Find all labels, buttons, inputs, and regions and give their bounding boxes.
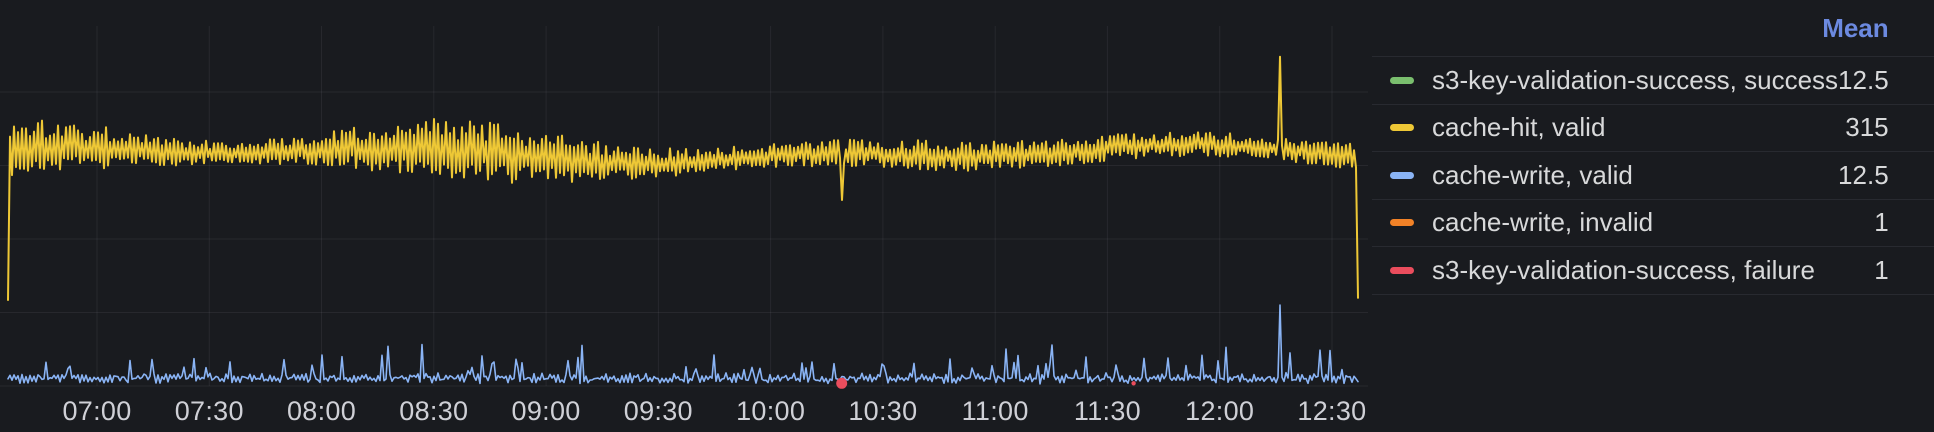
legend-item-label[interactable]: s3-key-validation-success, success <box>1432 64 1839 95</box>
legend-table: Mean s3-key-validation-success, success … <box>1372 0 1934 432</box>
legend-mean-column-header[interactable]: Mean <box>1822 12 1889 43</box>
legend-item-mean-value: 12.5 <box>1838 64 1889 95</box>
legend-item-row[interactable]: cache-hit, valid 315 <box>1372 105 1934 152</box>
legend-item-row[interactable]: s3-key-validation-success, success 12.5 <box>1372 57 1934 105</box>
series-color-swatch <box>1390 171 1414 179</box>
legend-item-row[interactable]: cache-write, invalid 1 <box>1372 200 1934 247</box>
legend-item-mean-value: 1 <box>1874 207 1889 238</box>
legend-item-mean-value: 1 <box>1874 254 1889 285</box>
series-color-swatch <box>1390 219 1414 227</box>
timeseries-svg <box>0 26 1368 389</box>
legend-item-row[interactable]: cache-write, valid 12.5 <box>1372 152 1934 200</box>
legend-header-row: Mean <box>1372 0 1934 57</box>
legend-item-label[interactable]: cache-write, valid <box>1432 159 1633 190</box>
series-color-swatch <box>1390 76 1414 84</box>
legend-item-label[interactable]: cache-write, invalid <box>1432 207 1654 238</box>
series-color-swatch <box>1390 124 1414 132</box>
chart-plot-area[interactable]: 07:00 07:30 08:00 08:30 09:00 09:30 10:00 10:30… <box>0 0 1372 432</box>
legend-item-row[interactable]: s3-key-validation-success, failure 1 <box>1372 247 1934 295</box>
series-color-swatch <box>1390 266 1414 274</box>
legend-item-label[interactable]: cache-hit, valid <box>1432 112 1606 143</box>
legend-item-mean-value: 315 <box>1845 112 1889 143</box>
legend-item-mean-value: 12.5 <box>1838 159 1889 190</box>
legend-item-label[interactable]: s3-key-validation-success, failure <box>1432 254 1815 285</box>
